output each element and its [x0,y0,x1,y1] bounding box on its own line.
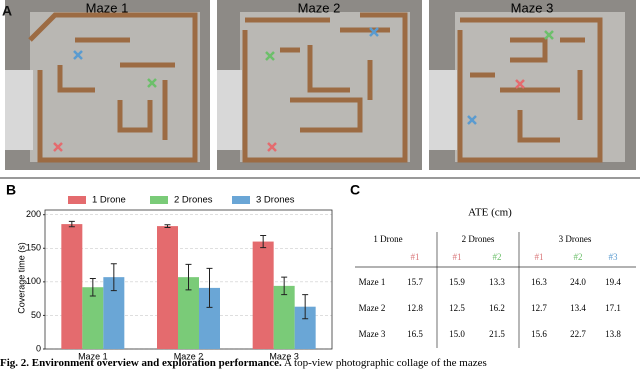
caption-text: A top-view photographic collage of the m… [282,357,487,369]
bar [82,287,104,349]
legend-swatch [68,196,86,204]
marker [73,50,83,60]
bar [294,306,316,349]
y-tick-label: 200 [26,209,41,219]
y-axis-label: Coverage time (s) [16,242,26,314]
subheader: #1 [411,252,420,262]
table-cell: 15.9 [449,277,465,287]
x-tick-label: Maze 3 [269,351,299,361]
marker [544,30,554,40]
subheader: #2 [574,252,583,262]
table-cell: 15.7 [407,277,423,287]
maze-photo [5,0,210,170]
table-title: ATE (cm) [468,207,512,219]
table-cell: 16.2 [489,303,505,313]
legend-swatch [150,196,168,204]
table-cell: 12.7 [531,303,547,313]
caption-bold: Fig. 2. Environment overview and explora… [0,357,282,369]
error-bar [89,277,96,297]
table-cell: 15.0 [449,329,465,339]
marker [369,27,379,37]
legend-label: 3 Drones [256,195,295,206]
maze-photo [429,0,636,170]
maze-photo [217,0,422,170]
table-cell: 17.1 [605,303,621,313]
panel-label: A [2,3,12,19]
bar [252,241,274,349]
maze-title: Maze 3 [511,0,554,15]
table-cell: 13.3 [489,277,505,287]
y-tick-label: 100 [26,276,41,286]
error-bar [110,263,117,292]
subheader: #2 [493,252,502,262]
subheader: #3 [609,252,619,262]
legend-label: 2 Drones [174,195,213,206]
error-bar [185,263,192,291]
table-cell: 13.4 [570,303,586,313]
marker [467,115,477,125]
table-cell: 16.3 [531,277,547,287]
bar [157,226,178,349]
subheader: #1 [535,252,544,262]
legend-label: 1 Drone [92,195,126,206]
table-cell: 12.5 [449,303,465,313]
x-tick-label: Maze 1 [78,351,108,361]
table-cell: 22.7 [570,329,586,339]
maze-title: Maze 2 [298,0,341,15]
bar [178,277,199,349]
table-cell: 13.8 [605,329,621,339]
panel-label: B [6,182,16,198]
group-header: 1 Drone [373,234,402,244]
error-bar [302,294,309,320]
table-cell: 16.5 [407,329,423,339]
group-header: 2 Drones [462,234,495,244]
marker [147,78,157,88]
group-header: 3 Drones [559,234,592,244]
error-bar [164,224,171,228]
table-cell: 24.0 [570,277,586,287]
error-bar [68,220,75,228]
bar [199,287,220,349]
caption: Fig. 2. Environment overview and explora… [0,357,487,369]
table-cell: 12.8 [407,303,423,313]
y-tick-label: 0 [36,343,41,353]
error-bar [281,276,288,296]
marker [515,79,525,89]
maze-title: Maze 1 [86,0,129,15]
x-tick-label: Maze 2 [174,351,204,361]
subheader: #1 [453,252,462,262]
error-bar [206,267,213,308]
bar [61,224,83,349]
y-tick-label: 150 [26,243,41,253]
row-label: Maze 1 [359,277,386,287]
row-label: Maze 3 [359,329,386,339]
legend-swatch [232,196,250,204]
marker [267,142,277,152]
bar [273,285,295,349]
marker [265,51,275,61]
y-tick-label: 50 [31,310,41,320]
panel-label: C [350,182,360,198]
error-bar [260,235,267,249]
table-cell: 21.5 [489,329,505,339]
row-label: Maze 2 [359,303,386,313]
table-cell: 19.4 [605,277,621,287]
marker [53,142,63,152]
table-cell: 15.6 [531,329,547,339]
bar [103,277,125,349]
